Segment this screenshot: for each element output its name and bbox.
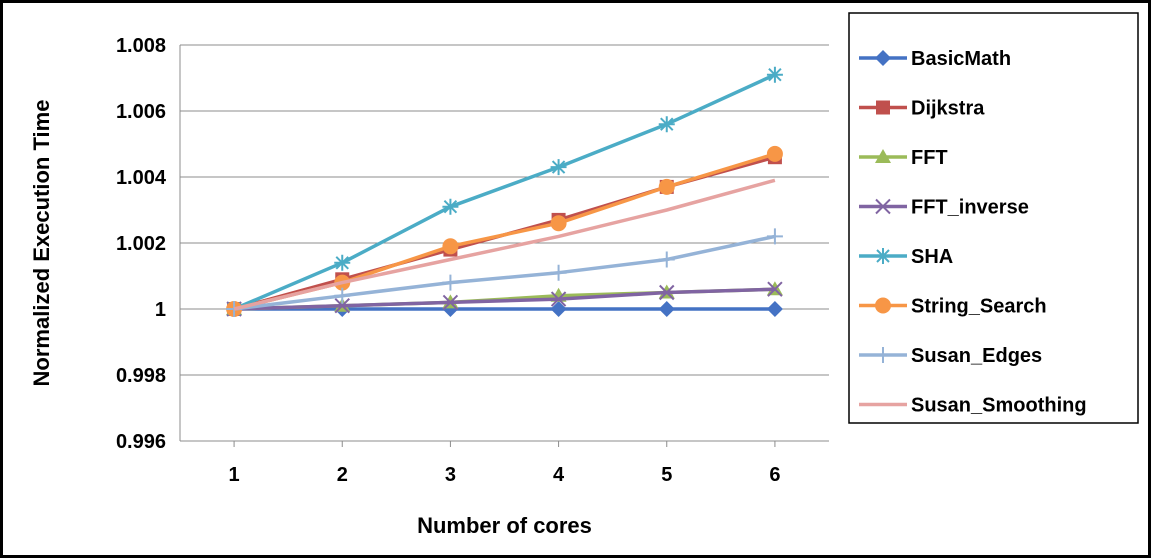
- series-line: [234, 287, 775, 311]
- legend-item: Susan_Edges: [859, 345, 1042, 367]
- legend-item: Dijkstra: [859, 98, 985, 120]
- legend-item: FFT: [859, 147, 948, 169]
- y-tick-label: 0.998: [116, 365, 166, 387]
- legend-marker: [875, 248, 891, 264]
- legend-label: BasicMath: [911, 48, 1011, 70]
- line-chart: 0.996 0.998 1 1.002 1.004 1.006 1.008 1 2 3 4 5 6 N…: [29, 12, 1139, 538]
- data-point: [442, 294, 459, 311]
- y-tick-label: 1: [155, 299, 166, 321]
- x-tick-label: 6: [769, 464, 780, 486]
- data-point: [767, 281, 783, 297]
- legend-item: String_Search: [859, 296, 1047, 318]
- series-line: [233, 73, 776, 311]
- data-point: [766, 66, 783, 83]
- data-point: [334, 297, 350, 314]
- legend-label: FFT: [911, 147, 948, 169]
- legend-item: FFT_inverse: [859, 197, 1029, 219]
- data-point: [658, 251, 675, 268]
- y-tick-label: 1.008: [116, 35, 166, 57]
- legend-label: SHA: [911, 246, 953, 268]
- series-fft-inverse: [226, 281, 783, 317]
- y-tick-label: 1.006: [116, 101, 166, 123]
- y-tick-label: 1.002: [116, 233, 166, 255]
- data-point: [442, 198, 459, 215]
- data-point: [766, 228, 783, 245]
- legend-label: Susan_Edges: [911, 345, 1042, 367]
- legend-label: String_Search: [911, 296, 1047, 318]
- data-point: [334, 254, 351, 271]
- y-tick-label: 1.004: [116, 167, 167, 189]
- data-point: [442, 238, 459, 255]
- series-sha: [226, 66, 783, 317]
- y-tick-labels: 0.996 0.998 1 1.002 1.004 1.006 1.008: [116, 35, 167, 453]
- series-susan-edges: [226, 228, 783, 317]
- x-tick-label: 4: [553, 464, 565, 486]
- legend-label: FFT_inverse: [911, 197, 1029, 219]
- y-tick-label: 0.996: [116, 431, 166, 453]
- x-tick-labels: 1 2 3 4 5 6: [229, 441, 780, 486]
- series-group: [226, 66, 783, 317]
- x-tick-label: 2: [337, 464, 348, 486]
- data-point: [659, 284, 675, 301]
- data-point: [550, 215, 567, 232]
- data-point: [550, 301, 567, 317]
- legend-marker: [875, 50, 891, 66]
- series-susan-smoothing: [233, 178, 776, 311]
- legend: BasicMath Dijkstra FFT FFT_inverse SHA String…: [859, 48, 1087, 417]
- x-tick-label: 5: [661, 464, 672, 486]
- legend-item: BasicMath: [859, 48, 1011, 70]
- data-point: [442, 274, 459, 291]
- legend-label: Dijkstra: [911, 98, 985, 120]
- legend-item: SHA: [859, 246, 953, 268]
- data-point: [550, 264, 567, 281]
- grid-lines: [179, 44, 829, 442]
- data-point: [766, 145, 783, 162]
- series-line: [233, 178, 776, 311]
- series-basicmath: [226, 301, 783, 317]
- series-line: [233, 234, 776, 311]
- legend-item: Susan_Smoothing: [859, 395, 1087, 417]
- data-point: [550, 159, 567, 176]
- data-point: [658, 178, 675, 195]
- y-axis-title: Normalized Execution Time: [29, 100, 54, 387]
- x-tick-label: 3: [445, 464, 456, 486]
- data-point: [658, 116, 675, 133]
- legend-label: Susan_Smoothing: [911, 395, 1087, 417]
- x-tick-label: 1: [229, 464, 240, 486]
- legend-marker: [875, 198, 891, 215]
- data-point: [766, 301, 783, 317]
- x-axis-title: Number of cores: [417, 513, 592, 538]
- legend-marker: [875, 347, 891, 363]
- data-point: [658, 301, 675, 317]
- legend-marker: [876, 100, 890, 115]
- legend-marker: [875, 149, 891, 163]
- data-point: [550, 291, 567, 307]
- legend-marker: [875, 297, 891, 314]
- data-point: [334, 287, 351, 304]
